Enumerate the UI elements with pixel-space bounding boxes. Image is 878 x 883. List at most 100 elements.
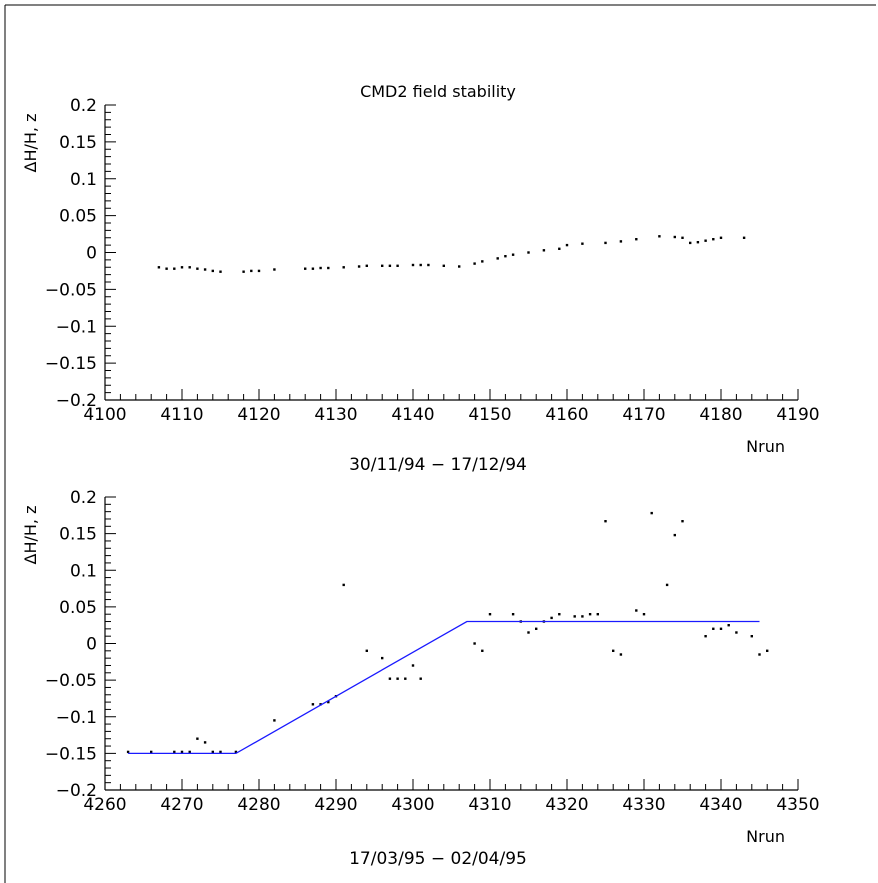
data-point — [304, 267, 307, 270]
data-point — [712, 238, 715, 241]
data-point — [750, 635, 753, 638]
data-point — [273, 719, 276, 722]
data-point — [411, 664, 415, 667]
data-point — [542, 249, 546, 252]
data-point — [719, 627, 723, 630]
data-point — [419, 263, 422, 267]
data-point — [404, 677, 407, 680]
data-point — [504, 255, 507, 258]
data-point — [704, 635, 707, 638]
data-point — [581, 615, 584, 618]
y-tick-label: −0.05 — [45, 671, 97, 691]
data-point — [173, 267, 176, 270]
x-tick-label: 4140 — [391, 405, 434, 425]
x-tick-label: 4270 — [160, 795, 203, 815]
y-tick-label: 0.05 — [59, 207, 97, 227]
data-point — [180, 750, 184, 754]
x-tick-label: 4260 — [83, 795, 126, 815]
data-point — [234, 750, 238, 754]
chart-2-caption: 17/03/95 − 02/04/95 — [349, 849, 527, 869]
data-point — [203, 268, 207, 271]
y-tick-label: −0.1 — [56, 317, 97, 337]
y-tick-label: −0.15 — [45, 744, 97, 764]
data-point — [527, 631, 530, 634]
data-point — [311, 267, 315, 270]
data-point — [319, 266, 322, 270]
data-point — [257, 269, 261, 273]
data-point — [157, 266, 161, 269]
data-point — [411, 263, 415, 267]
chart-1-plot: 4100 4110 4120 4130 4140 4150 4160 4170 4180 4190… — [45, 96, 820, 425]
data-point — [535, 627, 538, 630]
data-point — [473, 262, 476, 265]
data-point — [188, 266, 191, 269]
y-tick-label: 0.15 — [59, 525, 97, 545]
data-point — [619, 653, 623, 656]
x-tick-label: 4320 — [545, 795, 588, 815]
chart-1-title: CMD2 field stability — [360, 82, 516, 101]
data-point — [558, 247, 561, 250]
data-point — [242, 270, 245, 273]
chart-2-ylabel: ΔH/H, z — [21, 506, 40, 565]
data-point — [573, 615, 576, 618]
data-point — [442, 264, 445, 267]
data-point — [604, 520, 607, 523]
data-point — [150, 750, 153, 754]
data-point — [635, 238, 638, 241]
data-point — [735, 631, 738, 634]
x-tick-label: 4180 — [699, 405, 742, 425]
x-tick-label: 4120 — [237, 405, 280, 425]
data-point — [396, 677, 399, 680]
data-point — [219, 270, 222, 273]
data-point — [511, 613, 515, 616]
data-point — [596, 613, 599, 616]
fit-line — [128, 620, 760, 755]
y-tick-label: −0.2 — [56, 391, 97, 411]
x-tick-label: 4350 — [776, 795, 819, 815]
data-point — [381, 264, 384, 267]
data-point — [327, 266, 330, 270]
chart-1-xlabel: Nrun — [746, 437, 785, 456]
data-point — [481, 649, 484, 652]
y-tick-label: 0.1 — [70, 561, 97, 581]
data-point — [673, 533, 676, 537]
y-tick-label: 0 — [86, 635, 97, 655]
data-point — [273, 268, 276, 271]
data-point — [727, 624, 730, 627]
data-point — [604, 241, 607, 245]
x-tick-label: 4310 — [468, 795, 511, 815]
chart-2-plot: 4260 4270 4280 4290 4300 4310 4320 4330 4340 4350… — [45, 488, 820, 815]
x-tick-label: 4190 — [776, 405, 819, 425]
data-point — [581, 242, 584, 245]
data-point — [396, 264, 399, 267]
x-tick-label: 4100 — [83, 405, 126, 425]
x-tick-label: 4150 — [468, 405, 511, 425]
y-tick-label: −0.15 — [45, 354, 97, 374]
x-tick-label: 4290 — [314, 795, 357, 815]
x-tick-label: 4160 — [545, 405, 588, 425]
data-point — [481, 260, 484, 263]
data-point — [558, 613, 561, 616]
chart-1-caption: 30/11/94 − 17/12/94 — [349, 455, 527, 475]
data-point — [388, 677, 392, 680]
chart-2-xlabel: Nrun — [746, 827, 785, 846]
x-tick-label: 4300 — [391, 795, 434, 815]
data-point — [511, 253, 515, 256]
data-point — [188, 750, 191, 754]
data-point — [719, 236, 723, 239]
y-tick-label: 0 — [86, 244, 97, 264]
data-point — [473, 642, 476, 645]
y-tick-label: 0.05 — [59, 598, 97, 618]
data-point — [758, 653, 761, 656]
x-tick-label: 4330 — [622, 795, 665, 815]
data-point — [681, 236, 684, 239]
y-tick-label: 0.1 — [70, 170, 97, 190]
data-point — [381, 656, 384, 660]
data-point — [658, 235, 661, 238]
data-point — [180, 266, 184, 269]
data-point — [642, 613, 646, 616]
x-tick-label: 4110 — [160, 405, 203, 425]
y-tick-label: 0.2 — [70, 488, 97, 508]
x-tick-label: 4340 — [699, 795, 742, 815]
